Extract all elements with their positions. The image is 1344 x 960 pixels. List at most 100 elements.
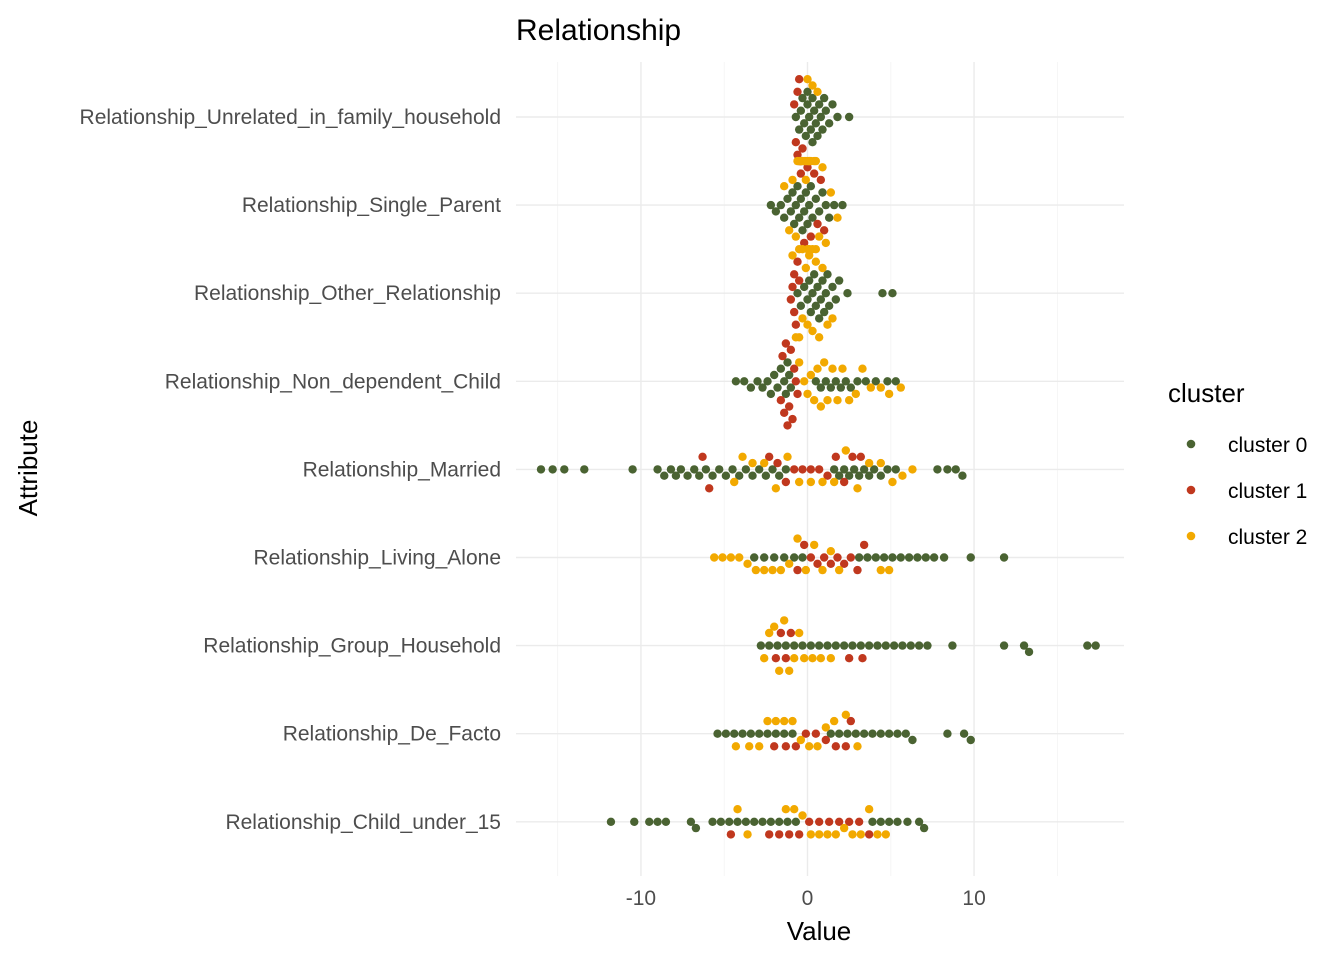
data-point xyxy=(836,383,846,392)
data-point xyxy=(833,553,842,562)
data-point xyxy=(811,377,821,386)
data-point xyxy=(806,182,816,191)
data-point xyxy=(789,100,799,109)
data-point xyxy=(666,465,676,474)
legend-label: cluster 1 xyxy=(1228,480,1307,503)
data-point xyxy=(753,377,762,386)
data-point xyxy=(766,389,776,399)
data-point xyxy=(743,559,752,568)
data-point xyxy=(831,295,841,304)
data-point xyxy=(776,565,786,575)
data-point xyxy=(763,377,772,386)
data-point xyxy=(809,270,819,279)
data-point xyxy=(806,307,816,317)
data-point xyxy=(580,465,589,474)
data-point xyxy=(794,333,804,342)
data-point xyxy=(888,553,897,562)
data-point xyxy=(914,641,924,650)
data-point xyxy=(821,106,831,115)
data-point xyxy=(793,150,802,159)
data-point xyxy=(828,364,837,373)
data-point xyxy=(799,282,809,292)
data-point xyxy=(808,81,817,90)
data-point xyxy=(809,396,819,405)
data-point xyxy=(854,553,864,562)
data-point xyxy=(786,207,796,216)
data-point xyxy=(783,817,792,826)
data-point xyxy=(716,817,726,826)
data-point xyxy=(853,742,862,751)
data-point xyxy=(769,553,779,562)
data-point xyxy=(779,408,789,417)
data-point xyxy=(764,641,774,650)
data-point xyxy=(779,213,789,222)
data-point xyxy=(791,138,801,147)
data-point xyxy=(833,396,842,405)
data-point xyxy=(799,119,809,128)
data-point xyxy=(829,716,839,726)
data-point xyxy=(759,654,769,663)
data-point xyxy=(781,654,791,663)
data-point xyxy=(671,471,681,480)
data-point xyxy=(789,553,799,562)
data-point xyxy=(806,232,816,241)
data-point xyxy=(813,559,822,568)
y-tick-label: Relationship_De_Facto xyxy=(283,723,501,746)
data-point xyxy=(943,729,952,738)
data-point xyxy=(783,452,792,461)
data-point xyxy=(781,742,791,751)
data-point xyxy=(794,830,804,839)
data-points xyxy=(536,75,1100,839)
data-point xyxy=(809,540,819,550)
data-point xyxy=(878,289,887,298)
data-point xyxy=(871,553,881,562)
data-point xyxy=(914,817,924,826)
data-point xyxy=(814,100,824,109)
data-point xyxy=(999,641,1009,650)
data-point xyxy=(803,75,812,84)
data-point xyxy=(898,471,907,480)
data-point xyxy=(750,817,759,826)
data-point xyxy=(908,465,917,474)
data-point xyxy=(808,326,817,336)
data-point xyxy=(799,238,809,248)
x-tick-label: 0 xyxy=(802,887,814,910)
data-point xyxy=(791,232,801,241)
data-point xyxy=(793,565,802,575)
data-point xyxy=(816,654,826,663)
data-point xyxy=(771,716,781,726)
data-point xyxy=(788,251,797,260)
data-point xyxy=(793,182,802,191)
data-point xyxy=(784,402,794,411)
data-point xyxy=(726,830,736,839)
data-point xyxy=(630,817,639,826)
data-point xyxy=(838,200,847,210)
data-point xyxy=(803,320,812,329)
data-point xyxy=(893,729,902,738)
data-point xyxy=(958,471,967,480)
data-point xyxy=(721,471,731,480)
data-point xyxy=(913,553,922,562)
data-point xyxy=(896,383,905,392)
data-point xyxy=(789,805,799,814)
data-point xyxy=(943,465,952,474)
data-point xyxy=(779,716,789,726)
data-point xyxy=(876,383,885,392)
data-point xyxy=(809,106,819,115)
data-point xyxy=(796,106,806,115)
data-point xyxy=(884,729,894,738)
data-point xyxy=(743,830,752,839)
data-point xyxy=(789,307,799,317)
data-point xyxy=(829,477,839,487)
data-point xyxy=(814,465,824,474)
data-point xyxy=(645,817,654,826)
y-tick-label: Relationship_Unrelated_in_family_househo… xyxy=(80,106,501,129)
data-point xyxy=(839,641,849,650)
data-point xyxy=(793,389,802,399)
data-point xyxy=(881,830,890,839)
data-point xyxy=(781,477,791,487)
data-point xyxy=(939,553,949,562)
data-point xyxy=(779,182,789,191)
data-point xyxy=(705,484,714,493)
data-point xyxy=(806,553,816,562)
